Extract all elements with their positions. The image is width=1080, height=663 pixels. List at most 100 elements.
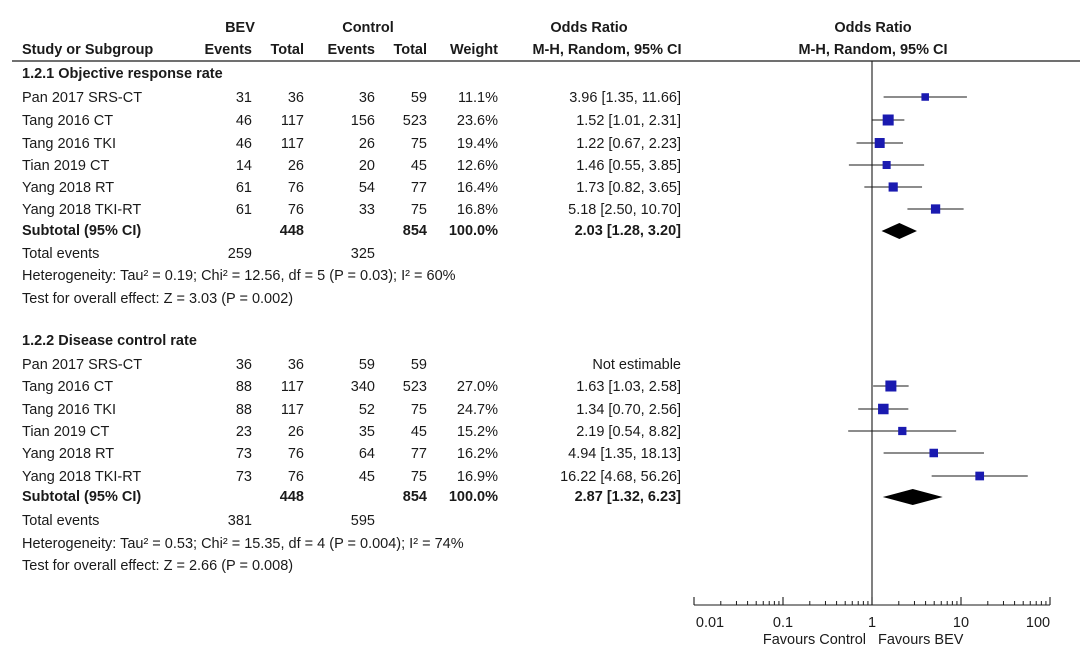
study-total2: 45 — [411, 158, 427, 174]
study-events2: 54 — [359, 180, 375, 196]
study-name: Pan 2017 SRS-CT — [22, 90, 142, 106]
study-events1: 88 — [236, 402, 252, 418]
study-total1: 26 — [288, 158, 304, 174]
column-header-events2: Events — [327, 42, 375, 58]
study-ci: 1.52 [1.01, 2.31] — [576, 113, 681, 129]
study-name: Tang 2016 CT — [22, 113, 113, 129]
study-total2: 75 — [411, 402, 427, 418]
study-total1: 76 — [288, 446, 304, 462]
x-tick-label: 0.1 — [773, 615, 793, 631]
study-total1: 117 — [281, 136, 304, 152]
subtotal-ci: 2.03 [1.28, 3.20] — [575, 223, 682, 239]
study-ci: Not estimable — [592, 357, 681, 373]
column-header-study: Study or Subgroup — [22, 42, 153, 58]
study-weight: 23.6% — [457, 113, 498, 129]
study-events1: 61 — [236, 202, 252, 218]
effect-square — [882, 160, 891, 170]
favours-left-label: Favours Control — [763, 632, 866, 648]
study-weight: 15.2% — [457, 424, 498, 440]
effect-square — [930, 204, 941, 214]
plot-title: Odds Ratio — [834, 20, 911, 36]
total-events-label: Total events — [22, 246, 99, 262]
total-events1: 259 — [228, 246, 252, 262]
study-weight: 16.2% — [457, 446, 498, 462]
total-events-label: Total events — [22, 513, 99, 529]
study-ci: 1.34 [0.70, 2.56] — [576, 402, 681, 418]
study-events1: 36 — [236, 357, 252, 373]
study-ci: 3.96 [1.35, 11.66] — [569, 90, 681, 106]
subtotal-total2: 854 — [403, 223, 427, 239]
effect-square — [921, 93, 929, 101]
study-ci: 16.22 [4.68, 56.26] — [560, 469, 681, 485]
study-name: Pan 2017 SRS-CT — [22, 357, 142, 373]
study-events1: 46 — [236, 113, 252, 129]
study-weight: 12.6% — [457, 158, 498, 174]
effect-square — [929, 448, 939, 458]
study-events2: 20 — [359, 158, 375, 174]
study-weight: 16.4% — [457, 180, 498, 196]
effect-square — [885, 380, 897, 392]
study-name: Tang 2016 TKI — [22, 136, 116, 152]
study-total2: 45 — [411, 424, 427, 440]
study-total2: 523 — [403, 113, 427, 129]
study-total1: 76 — [288, 202, 304, 218]
study-ci: 1.22 [0.67, 2.23] — [576, 136, 681, 152]
study-events2: 26 — [359, 136, 375, 152]
study-total1: 36 — [288, 357, 304, 373]
effect-square — [874, 138, 885, 148]
effect-column-subtitle: M-H, Random, 95% CI — [532, 42, 681, 58]
favours-right-label: Favours BEV — [878, 632, 964, 648]
study-weight: 16.9% — [457, 469, 498, 485]
column-header-events1: Events — [204, 42, 252, 58]
column-header-total1: Total — [270, 42, 304, 58]
effect-square — [898, 426, 907, 436]
overall-effect-text: Test for overall effect: Z = 3.03 (P = 0… — [22, 291, 293, 307]
study-name: Yang 2018 RT — [22, 446, 114, 462]
study-events1: 46 — [236, 136, 252, 152]
study-weight: 19.4% — [457, 136, 498, 152]
study-events2: 59 — [359, 357, 375, 373]
subgroup-title: 1.2.2 Disease control rate — [22, 333, 197, 349]
study-weight: 24.7% — [457, 402, 498, 418]
subtotal-total1: 448 — [280, 489, 304, 505]
study-ci: 1.73 [0.82, 3.65] — [576, 180, 681, 196]
plot-subtitle: M-H, Random, 95% CI — [798, 42, 947, 58]
heterogeneity-text: Heterogeneity: Tau² = 0.53; Chi² = 15.35… — [22, 536, 464, 552]
effect-square — [878, 403, 889, 415]
study-events1: 73 — [236, 469, 252, 485]
subtotal-label: Subtotal (95% CI) — [22, 223, 141, 239]
study-total1: 36 — [288, 90, 304, 106]
study-events2: 45 — [359, 469, 375, 485]
total-events1: 381 — [228, 513, 252, 529]
study-events2: 52 — [359, 402, 375, 418]
subtotal-weight: 100.0% — [449, 489, 498, 505]
effect-square — [975, 471, 985, 481]
effect-square — [888, 182, 898, 192]
study-events1: 73 — [236, 446, 252, 462]
study-weight: 16.8% — [457, 202, 498, 218]
study-name: Tang 2016 CT — [22, 379, 113, 395]
subtotal-weight: 100.0% — [449, 223, 498, 239]
study-name: Yang 2018 TKI-RT — [22, 202, 141, 218]
study-ci: 2.19 [0.54, 8.82] — [576, 424, 681, 440]
study-total2: 77 — [411, 180, 427, 196]
group1-label: BEV — [225, 20, 255, 36]
study-ci: 1.63 [1.03, 2.58] — [576, 379, 681, 395]
total-events2: 595 — [351, 513, 375, 529]
study-name: Yang 2018 TKI-RT — [22, 469, 141, 485]
study-events2: 156 — [351, 113, 375, 129]
study-events2: 35 — [359, 424, 375, 440]
subtotal-total1: 448 — [280, 223, 304, 239]
study-total1: 26 — [288, 424, 304, 440]
study-name: Tian 2019 CT — [22, 158, 109, 174]
study-ci: 1.46 [0.55, 3.85] — [576, 158, 681, 174]
study-events1: 61 — [236, 180, 252, 196]
study-events1: 31 — [236, 90, 252, 106]
subgroup-title: 1.2.1 Objective response rate — [22, 66, 223, 82]
pooled-diamond — [882, 489, 943, 505]
study-name: Yang 2018 RT — [22, 180, 114, 196]
x-tick-label: 1 — [868, 615, 876, 631]
study-total1: 117 — [281, 113, 304, 129]
overall-effect-text: Test for overall effect: Z = 2.66 (P = 0… — [22, 558, 293, 574]
